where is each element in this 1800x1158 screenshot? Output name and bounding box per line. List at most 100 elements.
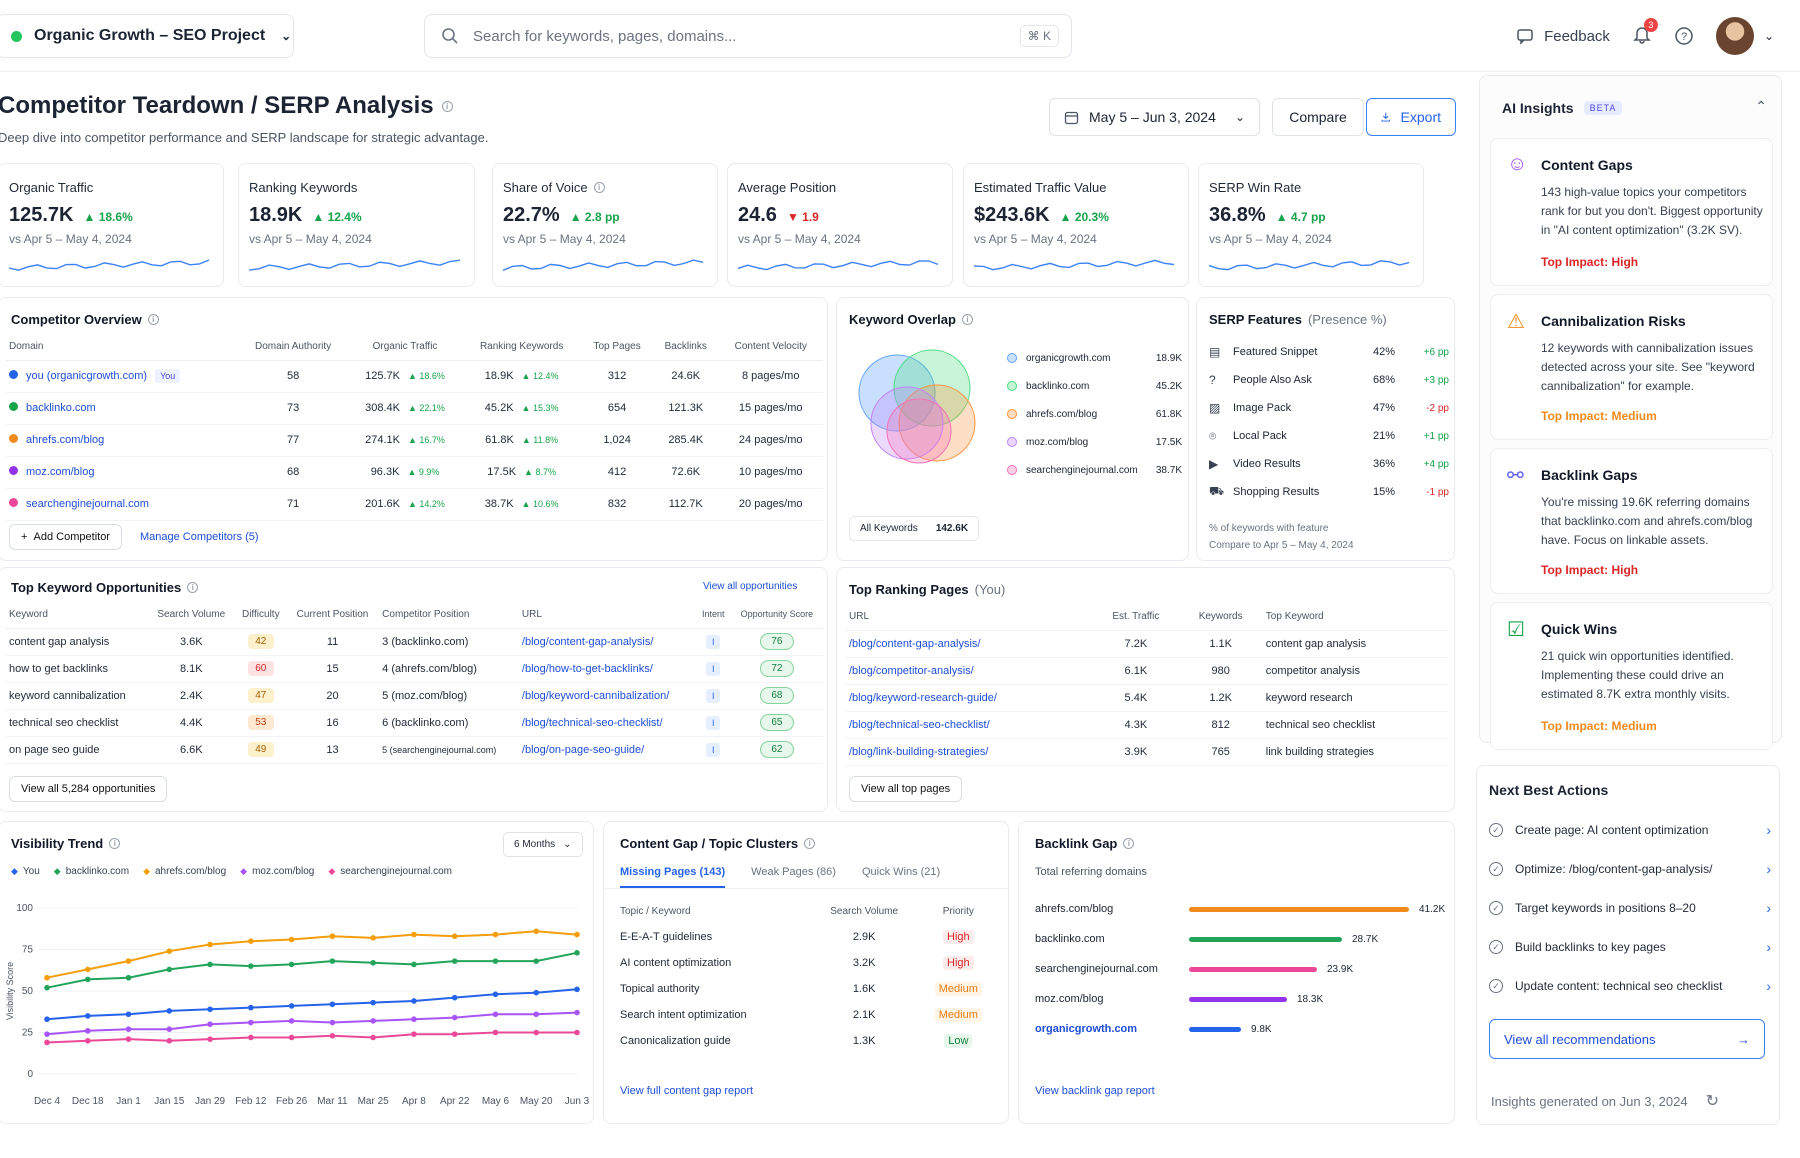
table-row[interactable]: backlinko.com 73 308.4K ▲ 22.1% 45.2K ▲ 15.3%… [5, 392, 823, 425]
table-row[interactable]: /blog/link-building-strategies/3.9K 765 li… [845, 738, 1448, 766]
info-icon[interactable]: i [147, 314, 159, 325]
tab-item[interactable]: Weak Pages (86) [751, 866, 836, 878]
table-row[interactable]: /blog/keyword-research-guide/5.4K 1.2K key… [845, 684, 1448, 712]
table-row[interactable]: content gap analysis 3.6K 42 11 3 (backlinko… [5, 628, 823, 656]
table-row[interactable]: Search intent optimization 2.1K Medium [616, 1002, 998, 1028]
insight-card[interactable]: ☺ Content Gaps 143 high-value topics your … [1490, 138, 1773, 286]
manage-competitors-link[interactable]: Manage Competitors (5) [139, 531, 259, 543]
content-gap-report-link[interactable]: View full content gap report [620, 1085, 754, 1097]
user-menu[interactable]: ⌄ [1715, 17, 1774, 55]
table-row[interactable]: on page seo guide 6.6K 49 13 5 (searchengine… [5, 736, 823, 764]
page-url-link[interactable]: /blog/technical-seo-checklist/ [845, 711, 1093, 739]
domain-color-dot [9, 498, 18, 507]
project-name: Organic Growth – SEO Project [34, 27, 266, 44]
table-row[interactable]: you (organicgrowth.com) You 58 125.7K ▲ 18.6… [5, 360, 823, 393]
legend-item[interactable]: ◆ ahrefs.com/blog [143, 866, 226, 877]
info-icon[interactable]: i [187, 582, 199, 593]
backlink-gap-report-link[interactable]: View backlink gap report [1035, 1085, 1155, 1097]
table-row[interactable]: Canonicalization guide 1.3K Low [616, 1028, 998, 1054]
table-row[interactable]: Topical authority 1.6K Medium [616, 976, 998, 1002]
kpi-card[interactable]: Average Position 24.6 ▼ 1.9 vs Apr 5 – May … [727, 163, 953, 287]
table-row[interactable]: /blog/competitor-analysis/6.1K 980 competi… [845, 657, 1448, 685]
kpi-card[interactable]: Organic Traffic 125.7K ▲ 18.6% vs Apr 5 – M… [0, 163, 224, 287]
domain-link[interactable]: backlinko.com [26, 402, 96, 414]
view-all-opportunities-link[interactable]: View all opportunities [703, 581, 798, 592]
domain-link[interactable]: you (organicgrowth.com) [26, 370, 148, 382]
y-tick-label: 25 [22, 1028, 34, 1039]
kpi-value: $243.6K ▲ 20.3% [974, 204, 1109, 227]
page-url-link[interactable]: /blog/keyword-research-guide/ [845, 684, 1093, 712]
legend-item[interactable]: ◆ moz.com/blog [240, 866, 314, 877]
table-row[interactable]: /blog/technical-seo-checklist/4.3K 812 tec… [845, 711, 1448, 739]
page-url-link[interactable]: /blog/link-building-strategies/ [845, 738, 1093, 766]
info-icon[interactable]: i [961, 314, 973, 325]
view-all-top-pages-button[interactable]: View all top pages [849, 776, 963, 802]
keywords-cell: 812 [1179, 711, 1262, 739]
range-select[interactable]: 6 Months ⌄ [503, 832, 583, 857]
view-all-recommendations-button[interactable]: View all recommendations → [1489, 1019, 1765, 1059]
action-item[interactable]: ✓ Target keywords in positions 8–20 › [1489, 888, 1771, 927]
table-row[interactable]: moz.com/blog 68 96.3K ▲ 9.9% 17.5K ▲ 8.7% 412 7… [5, 456, 823, 489]
help-icon[interactable]: ? [1674, 26, 1694, 46]
ranking-keywords-cell: 45.2K ▲ 15.3% [462, 392, 582, 425]
legend-item[interactable]: ◆ backlinko.com [54, 866, 129, 877]
domain-link[interactable]: searchenginejournal.com [26, 498, 149, 510]
action-item[interactable]: ✓ Create page: AI content optimization › [1489, 810, 1771, 849]
page-url-link[interactable]: /blog/content-gap-analysis/ [845, 630, 1093, 658]
all-keywords-value: 142.6K [935, 523, 969, 534]
search-input[interactable]: Search for keywords, pages, domains... ⌘… [424, 14, 1072, 58]
url-link[interactable]: /blog/technical-seo-checklist/ [517, 709, 696, 737]
info-icon[interactable]: i [441, 100, 453, 112]
action-item[interactable]: ✓ Optimize: /blog/content-gap-analysis/ › [1489, 849, 1771, 888]
kpi-card[interactable]: Estimated Traffic Value $243.6K ▲ 20.3% vs … [963, 163, 1189, 287]
info-icon[interactable]: i [804, 838, 816, 849]
table-row[interactable]: how to get backlinks 8.1K 60 15 4 (ahrefs.co… [5, 655, 823, 683]
organic-traffic-delta: ▲ 9.9% [407, 467, 440, 477]
notifications-button[interactable]: 3 [1632, 18, 1658, 48]
info-icon[interactable]: i [1123, 838, 1135, 849]
url-link[interactable]: /blog/on-page-seo-guide/ [517, 736, 696, 764]
kpi-card[interactable]: Ranking Keywords 18.9K ▲ 12.4% vs Apr 5 – M… [238, 163, 475, 287]
compare-button[interactable]: Compare [1272, 98, 1364, 136]
insight-impact: Top Impact: High [1541, 563, 1639, 577]
feedback-button[interactable]: Feedback [1516, 27, 1610, 45]
info-icon[interactable]: i [593, 182, 605, 193]
domain-link[interactable]: moz.com/blog [26, 466, 95, 478]
insight-card[interactable]: ⚯ Backlink Gaps You're missing 19.6K refer… [1490, 448, 1773, 594]
kpi-card[interactable]: Share of Voice i 22.7% ▲ 2.8 pp vs Apr 5 – M… [492, 163, 718, 287]
kpi-title: Estimated Traffic Value [974, 180, 1106, 195]
table-row[interactable]: keyword cannibalization 2.4K 47 20 5 (moz.co… [5, 682, 823, 710]
tab-item[interactable]: Missing Pages (143) [620, 866, 726, 888]
url-link[interactable]: /blog/content-gap-analysis/ [517, 628, 696, 656]
refresh-icon[interactable]: ↻ [1705, 1093, 1719, 1110]
legend-item[interactable]: ◆ searchenginejournal.com [328, 866, 452, 877]
table-row[interactable]: E-E-A-T guidelines 2.9K High [616, 924, 998, 950]
action-item[interactable]: ✓ Update content: technical seo checklist… [1489, 966, 1771, 1005]
table-row[interactable]: /blog/content-gap-analysis/7.2K 1.1K conte… [845, 630, 1448, 658]
view-all-recommendations-label: View all recommendations [1504, 1031, 1656, 1047]
collapse-chevron-icon[interactable]: ⌃ [1755, 98, 1767, 114]
url-link[interactable]: /blog/keyword-cannibalization/ [517, 682, 696, 710]
insight-card[interactable]: ⚠ Cannibalization Risks 12 keywords with c… [1490, 294, 1773, 440]
export-button[interactable]: Export [1366, 98, 1456, 136]
add-competitor-button[interactable]: + Add Competitor [9, 524, 122, 550]
table-row[interactable]: technical seo checklist 4.4K 53 16 6 (backli… [5, 709, 823, 737]
date-range-picker[interactable]: May 5 – Jun 3, 2024 ⌄ [1049, 98, 1260, 136]
project-selector[interactable]: Organic Growth – SEO Project ⌄ [0, 14, 294, 58]
tab-item[interactable]: Quick Wins (21) [861, 866, 941, 878]
insight-card[interactable]: ☑ Quick Wins 21 quick win opportunities id… [1490, 602, 1773, 750]
table-row[interactable]: searchenginejournal.com 71 201.6K ▲ 14.2% 38… [5, 488, 823, 521]
calendar-icon [1064, 111, 1079, 124]
table-row[interactable]: AI content optimization 3.2K High [616, 950, 998, 976]
table-row[interactable]: ahrefs.com/blog 77 274.1K ▲ 16.7% 61.8K ▲ 11.… [5, 424, 823, 457]
url-link[interactable]: /blog/how-to-get-backlinks/ [517, 655, 696, 683]
action-item[interactable]: ✓ Build backlinks to key pages › [1489, 927, 1771, 966]
info-icon[interactable]: i [109, 838, 121, 849]
page-url-link[interactable]: /blog/competitor-analysis/ [845, 657, 1093, 685]
serp-feature-label: Featured Snippet [1233, 346, 1318, 358]
domain-link[interactable]: ahrefs.com/blog [26, 434, 105, 446]
view-all-opportunities-button[interactable]: View all 5,284 opportunities [9, 776, 168, 802]
kpi-card[interactable]: SERP Win Rate 36.8% ▲ 4.7 pp vs Apr 5 – May… [1198, 163, 1424, 287]
backlink-gap-subtitle: Total referring domains [1035, 866, 1147, 878]
legend-item[interactable]: ◆ You [11, 866, 40, 877]
